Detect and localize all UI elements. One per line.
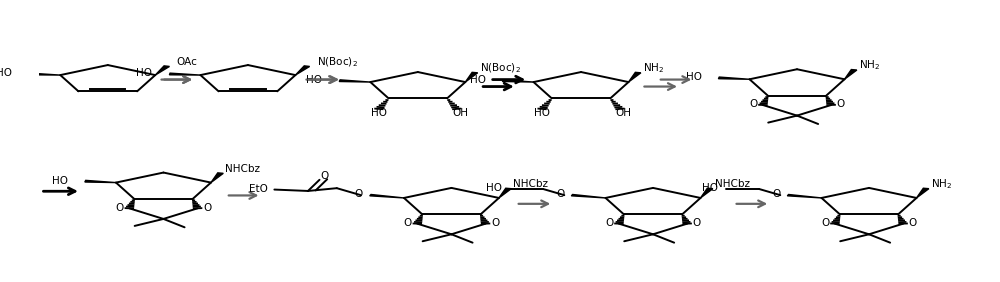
Text: HO: HO [52, 176, 68, 186]
Text: NHCbz: NHCbz [715, 179, 750, 189]
Text: O: O [556, 189, 564, 199]
Text: HO: HO [534, 108, 550, 118]
Polygon shape [169, 73, 200, 75]
Polygon shape [629, 72, 641, 82]
Polygon shape [718, 77, 750, 79]
Text: OH: OH [616, 108, 632, 118]
Text: N(Boc)$_2$: N(Boc)$_2$ [317, 56, 358, 69]
Text: O: O [203, 203, 211, 213]
Text: HO: HO [0, 69, 12, 78]
Polygon shape [211, 173, 223, 182]
Text: NH$_2$: NH$_2$ [643, 61, 664, 75]
Text: NHCbz: NHCbz [513, 179, 548, 189]
Text: O: O [749, 100, 757, 109]
Polygon shape [916, 188, 929, 198]
Text: O: O [605, 218, 613, 228]
Text: O: O [909, 218, 917, 228]
Polygon shape [85, 180, 116, 182]
Text: O: O [491, 218, 499, 228]
Polygon shape [370, 195, 404, 198]
Text: O: O [837, 100, 845, 109]
Text: N(Boc)$_2$: N(Boc)$_2$ [480, 61, 521, 75]
Text: OH: OH [453, 108, 469, 118]
Text: NH$_2$: NH$_2$ [859, 58, 880, 72]
Text: HO: HO [470, 75, 486, 85]
Text: NHCbz: NHCbz [225, 164, 260, 174]
Text: NH$_2$: NH$_2$ [931, 177, 952, 191]
Text: OAc: OAc [176, 57, 197, 67]
Polygon shape [844, 70, 857, 79]
Text: EtO: EtO [249, 184, 268, 194]
Text: O: O [320, 171, 328, 181]
Text: O: O [404, 218, 412, 228]
Polygon shape [339, 80, 370, 82]
Polygon shape [499, 188, 511, 198]
Text: O: O [693, 218, 701, 228]
Text: HO: HO [371, 108, 387, 118]
Text: O: O [821, 218, 829, 228]
Text: HO: HO [486, 183, 502, 193]
Text: HO: HO [686, 72, 702, 82]
Text: O: O [354, 189, 363, 199]
Polygon shape [787, 195, 822, 198]
Polygon shape [29, 73, 60, 75]
Polygon shape [502, 80, 534, 82]
Text: O: O [772, 189, 780, 199]
Text: HO: HO [702, 183, 718, 193]
Polygon shape [295, 66, 310, 75]
Text: O: O [116, 203, 124, 213]
Text: HO: HO [136, 69, 152, 78]
Polygon shape [155, 66, 169, 75]
Polygon shape [571, 195, 606, 198]
Polygon shape [465, 72, 478, 82]
Text: HO: HO [306, 75, 322, 85]
Polygon shape [701, 188, 713, 198]
